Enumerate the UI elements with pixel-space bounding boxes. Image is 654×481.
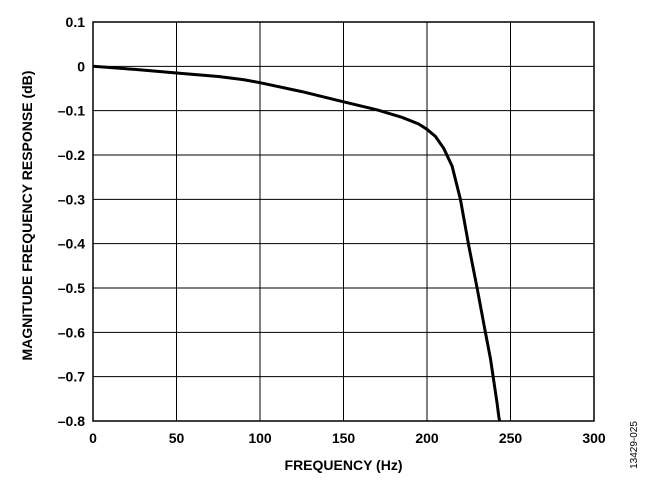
x-tick-label: 0 (89, 430, 97, 446)
y-tick-label: –0.7 (58, 369, 85, 385)
y-tick-label: –0.2 (58, 147, 85, 163)
y-tick-label: –0.4 (58, 236, 85, 252)
y-axis-tick-labels: 0.1 0 –0.1 –0.2 –0.3 –0.4 –0.5 –0.6 –0.7 –0.8 (58, 14, 85, 429)
figure-id: 13429-025 (629, 421, 640, 469)
x-tick-label: 50 (169, 430, 185, 446)
x-tick-label: 150 (332, 430, 356, 446)
y-tick-label: –0.3 (58, 191, 85, 207)
y-tick-label: 0 (77, 58, 85, 74)
x-tick-label: 300 (582, 430, 606, 446)
y-tick-label: –0.6 (58, 324, 85, 340)
y-tick-label: –0.5 (58, 280, 85, 296)
x-axis-title: FREQUENCY (Hz) (285, 457, 403, 473)
grid (92, 21, 595, 422)
x-tick-label: 250 (499, 430, 523, 446)
plot-frame (92, 21, 595, 422)
series-layer (92, 64, 502, 422)
series-line (92, 64, 502, 422)
y-tick-label: –0.8 (58, 413, 85, 429)
x-axis-tick-labels: 0 50 100 150 200 250 300 (89, 430, 606, 446)
y-tick-label: 0.1 (66, 14, 86, 30)
y-axis-title: MAGNITUDE FREQUENCY RESPONSE (dB) (19, 71, 35, 361)
x-tick-label: 100 (248, 430, 272, 446)
x-tick-label: 200 (415, 430, 439, 446)
y-tick-label: –0.1 (58, 103, 85, 119)
